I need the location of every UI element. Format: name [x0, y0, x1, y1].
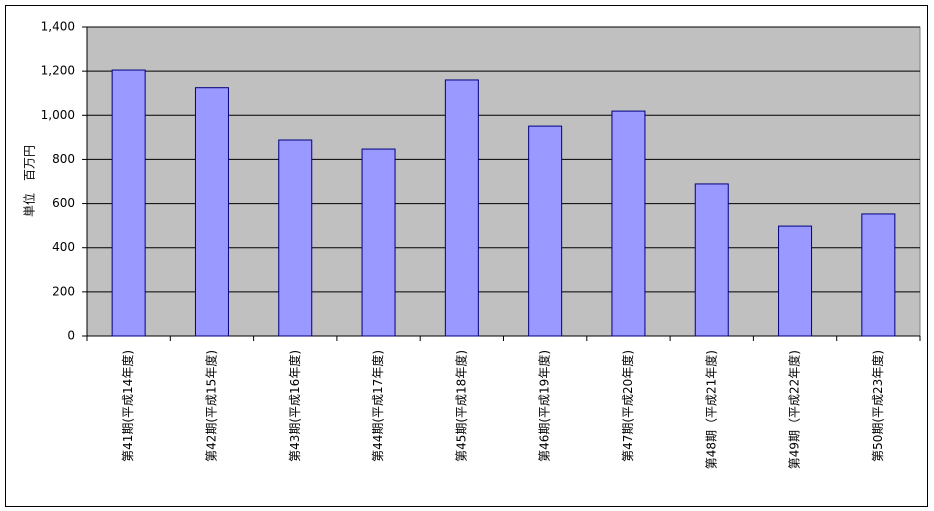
x-tick-label: 第50期(平成23年度): [870, 350, 885, 462]
x-tick-label: 第42期(平成15年度): [203, 350, 218, 462]
x-tick-label: 第43期(平成16年度): [287, 350, 302, 462]
y-tick-label: 1,000: [41, 108, 75, 122]
y-tick-label: 1,200: [41, 64, 75, 78]
y-tick-label: 600: [52, 196, 75, 210]
bar: [444, 79, 479, 337]
x-tick-label: 第41期(平成14年度): [120, 350, 135, 462]
x-tick-label: 第47期(平成20年度): [620, 350, 635, 462]
bar: [111, 69, 146, 337]
bar: [694, 183, 729, 337]
x-tick-label: 第44期(平成17年度): [370, 350, 385, 462]
bar: [778, 225, 813, 337]
x-tick-label: 第49期（平成22年度): [787, 350, 802, 469]
x-tick-label: 第46期(平成19年度): [537, 350, 552, 462]
bar: [528, 125, 563, 337]
y-tick-label: 400: [52, 240, 75, 254]
bar: [278, 139, 313, 337]
bar: [611, 110, 646, 337]
bar: [861, 213, 896, 337]
y-axis-label: 単位 百万円: [22, 145, 37, 217]
x-tick-label: 第45期(平成18年度): [453, 350, 468, 462]
bar: [194, 87, 229, 337]
y-tick-label: 1,400: [41, 20, 75, 34]
bar: [361, 148, 396, 337]
y-tick-label: 200: [52, 284, 75, 298]
x-tick-label: 第48期（平成21年度): [703, 350, 718, 469]
y-tick-label: 0: [67, 329, 75, 343]
y-tick-label: 800: [52, 152, 75, 166]
